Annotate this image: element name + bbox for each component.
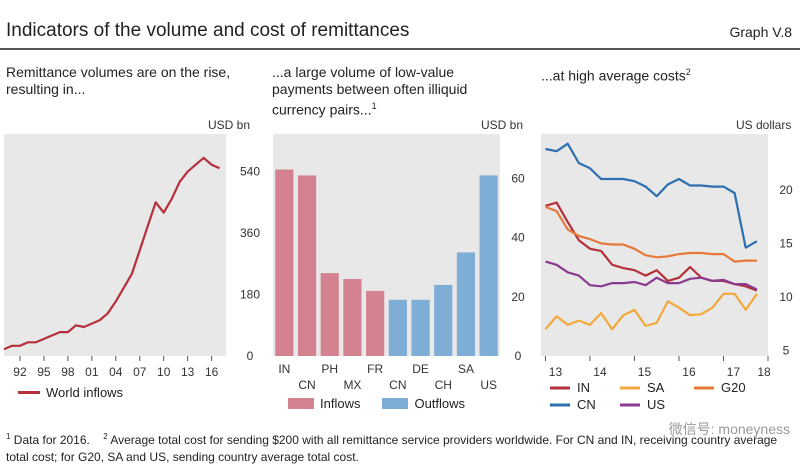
bar-sa-outflows [456,252,476,356]
x-tick-label: 17 [727,365,741,379]
panel1-unit: USD bn [208,118,251,132]
legend-label-inflows: Inflows [320,396,361,411]
panel3-plot-area [541,134,768,356]
x-tick-label: CN [298,378,315,390]
series-line-us [545,260,758,291]
x-tick-label: 04 [109,365,123,379]
y-tick-label: 20 [779,183,793,197]
legend-label-sa: SA [647,380,665,395]
panel3-chart: 5 10 15 20 13 14 15 16 17 18 IN SA G20 CN US [544,142,793,412]
series-line-world-inflows [3,156,221,351]
x-tick-label: 10 [157,365,171,379]
y-tick-label: 10 [779,290,793,304]
y-tick-label: 15 [779,236,793,250]
x-tick-label: DE [412,362,429,376]
chart-title: Indicators of the volume and cost of rem… [6,20,410,41]
x-tick-label: MX [343,378,361,390]
x-tick-label: 13 [549,365,563,379]
x-tick-label: 15 [638,365,652,379]
x-tick-label: FR [367,362,383,376]
panel1-legend: World inflows [18,385,123,400]
bar-in-inflows [275,169,294,356]
panel2-subtitle-line1: ...a large volume of low-value [272,64,455,80]
legend-label-world: World inflows [46,385,124,400]
x-tick-label: 16 [205,365,219,379]
y-tick-label: 40 [511,231,525,245]
y-tick-label: 180 [240,288,260,302]
x-tick-label: US [480,378,497,390]
x-tick-label: 14 [593,365,607,379]
y-tick-label: 60 [511,171,525,185]
legend-label-g20: G20 [721,380,746,395]
x-tick-label: 07 [133,365,147,379]
legend-swatch-inflows [288,398,314,409]
legend-swatch-outflows [382,398,409,409]
legend-label-cn: CN [577,397,596,412]
footnote: 1 Data for 2016. 2 Average total cost fo… [6,428,794,466]
footnote1-text: Data for 2016. [13,433,90,447]
legend-label-outflows: Outflows [414,396,466,411]
series-line-in [545,201,758,292]
x-tick-label: IN [278,362,290,376]
panel3-footnote-ref: 2 [685,67,691,77]
panel2-legend: Inflows Outflows [288,396,465,411]
x-tick-label: CH [435,378,452,390]
x-tick-label: PH [321,362,338,376]
bar-ph-inflows [320,273,339,356]
panel2-unit: USD bn [481,118,524,132]
x-tick-label: SA [458,362,474,376]
panel2-subtitle: ...a large volume of low-value payments … [272,64,532,119]
x-tick-label: 95 [37,365,51,379]
series-line-g20 [545,205,757,263]
y-tick-label: 0 [247,349,254,363]
x-tick-label: 16 [682,365,696,379]
panel2-chart: 0 20 40 60 IN CN PH MX FR CN DE CH SA US [275,169,525,390]
bar-us-outflows [479,175,498,356]
series-line-cn [545,142,758,249]
footnote1-marker: 1 [6,432,11,441]
series-line-sa [544,292,758,331]
y-tick-label: 5 [783,344,790,358]
footnote2-text: Average total cost for sending $200 with… [6,433,778,464]
y-tick-label: 540 [240,165,260,179]
watermark: 微信号: moneyness [668,421,790,437]
panel1-subtitle: Remittance volumes are on the rise, resu… [6,64,231,97]
y-tick-label: 0 [515,349,522,363]
legend-label-us: US [647,397,665,412]
bar-fr-inflows [366,290,385,356]
y-tick-label: 360 [240,226,260,240]
panel3-unit: US dollars [736,118,792,132]
panel1-chart: 0 180 360 540 92 95 98 01 04 07 10 13 16 [3,156,260,379]
panel3-subtitle: ...at high average costs2 [541,64,791,85]
x-tick-label: 92 [13,365,27,379]
x-tick-label: CN [389,378,406,390]
bar-ch-outflows [434,284,453,356]
bar-cn-outflows [388,299,407,356]
bar-mx-inflows [343,279,362,356]
panel2-footnote-ref: 1 [371,101,377,111]
x-tick-label: 18 [757,365,771,379]
x-tick-label: 13 [181,365,195,379]
bar-cn-inflows [297,175,317,356]
graph-number: Graph V.8 [729,24,792,40]
footnote2-marker: 2 [103,432,108,441]
panel3-subtitle-text: ...at high average costs [541,67,686,84]
panel2-subtitle-line2: payments between often illiquid [272,81,468,97]
legend-swatch-world [18,391,40,394]
legend-label-in: IN [577,380,590,395]
x-tick-label: 98 [61,365,75,379]
title-rule [0,48,800,50]
x-tick-label: 01 [85,365,99,379]
y-tick-label: 20 [511,290,525,304]
panel2-subtitle-line3: currency pairs... [272,101,372,118]
bar-de-outflows [411,299,430,356]
